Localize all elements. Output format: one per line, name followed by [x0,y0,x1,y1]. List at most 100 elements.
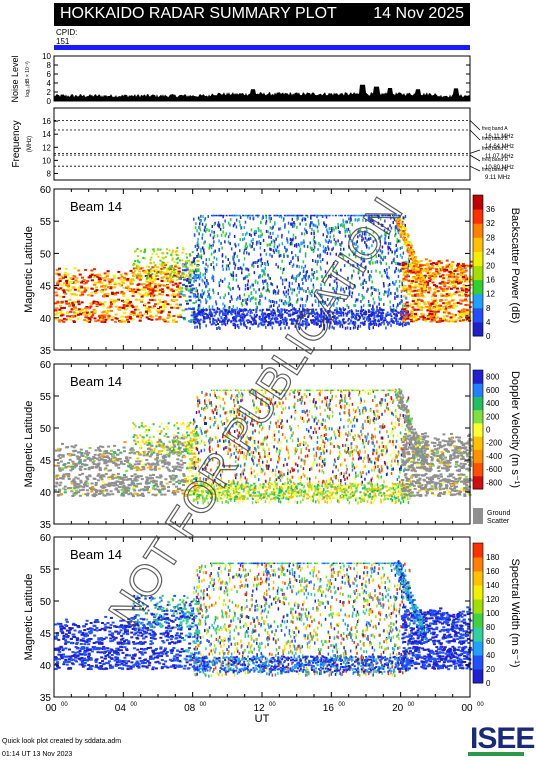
power-cell [187,289,191,292]
power-cell [374,238,376,242]
power-cell [275,292,277,296]
power-cell [98,280,102,283]
power-cell [129,303,133,306]
power-cell [434,294,437,297]
power-cell [329,283,331,287]
power-cell [372,304,374,308]
power-cell [342,287,344,291]
power-cell [310,278,312,282]
power-cell [367,287,369,291]
power-cell [136,273,139,276]
power-cell [138,315,142,318]
velocity-cell [63,491,67,494]
power-cell [289,298,291,302]
power-cell [244,233,247,237]
power-cell [352,250,354,254]
velocity-cell [96,479,100,482]
power-cell [122,301,126,303]
power-cell [265,216,267,219]
power-cell [299,304,302,308]
power-cell [336,307,339,311]
power-cell [110,303,113,306]
power-cell [162,305,166,307]
power-cell [434,275,438,278]
power-cell [176,285,180,288]
power-cell [190,314,194,317]
power-cell [362,282,364,286]
power-cell [95,301,99,304]
power-cell [291,225,294,229]
power-cell [274,316,277,319]
power-cell [148,285,152,287]
power-cell [202,261,204,264]
power-cell [242,233,244,236]
power-cell [396,247,399,251]
power-cell [269,313,272,316]
power-cell [139,311,142,314]
power-cell [111,293,115,296]
power-cell [215,311,217,315]
power-cell [125,285,129,288]
power-cell [211,312,213,316]
power-cell [225,312,227,316]
power-cell [218,281,220,284]
power-cell [240,226,243,230]
power-cell [369,274,371,277]
power-cell [138,273,142,276]
power-cell [225,232,227,236]
power-cell [319,265,322,269]
power-cell [140,314,144,317]
power-cell [273,312,276,315]
power-cell [172,306,176,309]
power-cell [421,282,424,285]
power-cell [322,245,325,249]
power-cell [291,264,294,268]
power-cell [289,237,292,241]
freq-band-name: freq band A [482,126,508,132]
velocity-cell [172,483,176,486]
power-cell [218,225,220,229]
power-cell [313,271,316,274]
power-cell [401,322,404,325]
power-cell [390,320,393,323]
power-cell [238,326,240,330]
power-cell [321,295,323,299]
power-cell [291,251,293,255]
freq-band-value: 14.64 MHz [485,144,514,150]
power-cell [380,256,382,260]
power-cell [128,289,132,292]
power-cell [402,304,404,308]
power-cell [229,308,231,312]
power-cell [237,296,239,300]
power-cell [357,230,359,234]
power-cell [350,319,353,322]
power-cell [401,264,405,266]
power-cell [397,262,399,266]
power-cell [317,260,319,264]
power-cell [151,279,154,281]
power-cell [120,292,124,295]
power-cell [131,271,135,274]
power-cell [312,238,315,242]
power-cell [281,308,283,311]
power-cell [193,233,196,237]
power-cell [195,300,197,304]
power-cell [119,273,123,276]
power-cell [371,280,373,284]
power-cell [170,272,173,275]
power-cell [191,265,194,268]
power-cell [176,294,180,297]
power-cell [102,310,106,313]
power-cell [284,302,286,306]
power-cell [288,310,291,313]
power-cell [331,229,333,233]
power-cell [321,301,323,305]
velocity-cell [121,489,125,492]
power-cell [58,267,61,270]
power-cell [158,316,162,319]
power-cell [147,318,151,320]
power-cell [204,272,206,276]
power-cell [77,286,81,289]
power-cell [351,223,353,227]
power-cell [121,281,125,284]
